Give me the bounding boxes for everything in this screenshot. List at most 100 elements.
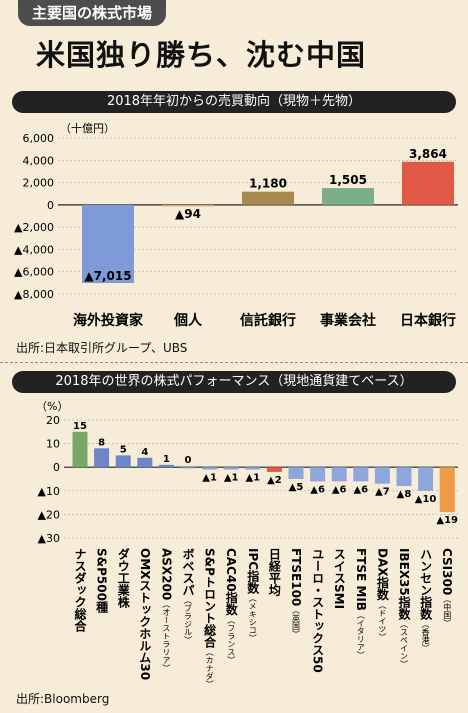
bar bbox=[242, 191, 294, 205]
category-label: IPC指数（メキシコ） bbox=[246, 548, 260, 642]
category-name: IBEX35指数 bbox=[397, 548, 411, 620]
category-name: FTSE MIB bbox=[354, 548, 368, 611]
y-tick-label: ▲4,000 bbox=[14, 243, 54, 256]
bar bbox=[310, 467, 326, 482]
y-tick-label: 4,000 bbox=[23, 154, 55, 167]
category-label: 日本銀行 bbox=[400, 312, 456, 329]
bar-value-label: 3,864 bbox=[409, 147, 447, 161]
category-label: FTSE MIB （イタリア） bbox=[354, 548, 368, 659]
category-label: S&Pトロント総合（カナダ） bbox=[203, 548, 217, 688]
category-label: CAC40指数（フランス） bbox=[224, 548, 238, 664]
bar bbox=[288, 467, 304, 479]
world-stock-performance-chart: 20100▲10▲20▲30（%）15ナスダック総合8S&P500種5ダウ工業株… bbox=[36, 400, 458, 688]
bar bbox=[331, 467, 347, 482]
bar-value-label: ▲1 bbox=[245, 473, 260, 484]
category-label: 日経平均 bbox=[267, 548, 281, 597]
category-label: ダウ工業株 bbox=[116, 547, 130, 609]
y-tick-label: ▲30 bbox=[38, 532, 60, 545]
bar bbox=[374, 467, 390, 484]
y-axis-unit: （十億円） bbox=[60, 121, 115, 135]
y-tick-label: ▲20 bbox=[38, 508, 60, 521]
bar bbox=[137, 457, 153, 468]
category-name: IPC指数 bbox=[246, 548, 260, 595]
bar bbox=[266, 467, 282, 472]
y-tick-label: 6,000 bbox=[23, 132, 55, 145]
category-label: ASX200 （オーストラリア） bbox=[159, 548, 173, 672]
category-name: スイスSMI bbox=[332, 548, 346, 609]
category-country: （香港） bbox=[421, 620, 430, 652]
chart1-source: 出所:日本取引所グループ、UBS bbox=[16, 341, 188, 355]
bar bbox=[245, 467, 261, 470]
trading-flow-chart: 6,000 4,000 2,000 0 ▲2,000 ▲4,000 ▲6,000 ▲8,000… bbox=[14, 121, 458, 329]
chart2-title: 2018年の世界の株式パフォーマンス（現地通貨建てベース） bbox=[12, 371, 456, 393]
bar-value-label: ▲10 bbox=[415, 494, 437, 505]
y-tick-label: 10 bbox=[46, 438, 60, 451]
y-tick-label: 20 bbox=[46, 414, 60, 427]
category-label: CSI300 （中国） bbox=[440, 548, 454, 627]
category-name: FTSE100 bbox=[289, 548, 303, 606]
bar-value-label: ▲19 bbox=[436, 515, 458, 526]
y-tick-label: ▲6,000 bbox=[14, 266, 54, 279]
category-label: IBEX35指数（スペイン） bbox=[397, 548, 411, 668]
category-label: ユーロ・ストックス50 bbox=[311, 548, 325, 673]
category-name: ASX200 bbox=[159, 548, 173, 600]
bar bbox=[223, 467, 239, 470]
category-name: ユーロ・ストックス50 bbox=[311, 548, 325, 673]
bar-value-label: ▲8 bbox=[397, 489, 412, 500]
category-country: （中国） bbox=[443, 595, 452, 627]
category-label: 個人 bbox=[173, 312, 203, 329]
y-axis-unit: （%） bbox=[36, 400, 68, 413]
bar bbox=[322, 188, 374, 205]
bar bbox=[94, 448, 110, 468]
category-name: DAX指数 bbox=[375, 548, 389, 601]
bar bbox=[439, 467, 455, 513]
chart1-title: 2018年年初からの売買動向（現物＋先物） bbox=[12, 91, 456, 113]
bar bbox=[72, 431, 88, 468]
category-country: （カナダ） bbox=[205, 648, 214, 688]
section-divider bbox=[0, 362, 468, 363]
category-country: （メキシコ） bbox=[248, 594, 257, 642]
bar-value-label: ▲7 bbox=[375, 487, 390, 498]
y-tick-label: ▲8,000 bbox=[14, 288, 54, 301]
bar bbox=[402, 161, 454, 205]
category-name: ボベスパ bbox=[181, 548, 195, 596]
bar-value-label: 8 bbox=[98, 437, 105, 448]
category-label: 事業会社 bbox=[320, 312, 376, 329]
bar-value-label: 5 bbox=[120, 444, 127, 455]
bar bbox=[202, 467, 218, 470]
bar-value-label: ▲2 bbox=[267, 475, 282, 486]
category-label: ハンセン指数（香港） bbox=[419, 548, 433, 652]
bar-value-label: 1,180 bbox=[249, 177, 287, 191]
category-name: CAC40指数 bbox=[224, 548, 238, 616]
y-tick-label: 2,000 bbox=[23, 177, 55, 190]
bar-value-label: ▲6 bbox=[332, 484, 347, 495]
category-label: スイスSMI bbox=[332, 548, 346, 609]
y-tick-label: 0 bbox=[47, 199, 54, 212]
category-name: 日経平均 bbox=[267, 548, 281, 597]
y-tick-label: ▲2,000 bbox=[14, 221, 54, 234]
bar bbox=[115, 455, 131, 468]
category-country: （ドイツ） bbox=[378, 601, 387, 641]
category-label: DAX指数（ドイツ） bbox=[375, 548, 389, 641]
bar-value-label: 4 bbox=[141, 447, 148, 458]
category-country: （英国） bbox=[292, 606, 301, 638]
category-name: OMXストックホルム30 bbox=[138, 548, 152, 680]
y-tick-label: ▲10 bbox=[38, 485, 60, 498]
category-country: （イタリア） bbox=[356, 611, 365, 659]
bar-value-label: 0 bbox=[185, 455, 192, 466]
bar bbox=[82, 204, 134, 284]
category-label: 海外投資家 bbox=[73, 312, 144, 329]
category-label: ナスダック総合 bbox=[73, 548, 87, 633]
category-label: OMXストックホルム30 bbox=[138, 548, 152, 680]
bar bbox=[162, 204, 214, 207]
category-name: S&P500種 bbox=[95, 548, 109, 614]
category-country: （ブラジル） bbox=[184, 596, 193, 644]
bar-value-label: ▲7,015 bbox=[84, 269, 131, 283]
category-name: CSI300 bbox=[440, 548, 454, 595]
category-name: ナスダック総合 bbox=[73, 548, 87, 633]
category-label: 信託銀行 bbox=[240, 312, 296, 329]
bar bbox=[180, 467, 196, 469]
chart2-source: 出所:Bloomberg bbox=[16, 692, 110, 706]
category-country: （スペイン） bbox=[400, 620, 409, 668]
bar bbox=[396, 467, 412, 487]
